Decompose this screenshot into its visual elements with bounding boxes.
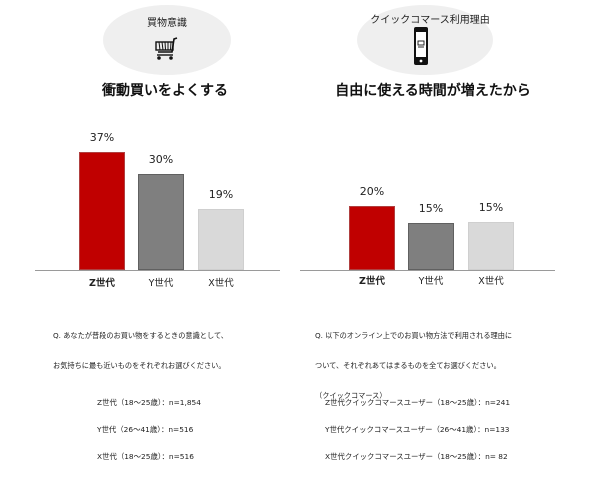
right-category-label: クイックコマース利用理由 [370,15,490,26]
right-bar-y [408,223,454,270]
left-icon-badge [103,5,231,75]
right-headline: 自由に使える時間が増えたから [335,83,531,99]
right-xlabel-x: X世代 [478,276,504,287]
left-xlabel-x: X世代 [208,278,234,289]
left-xlabel-y: Y世代 [148,278,174,289]
left-sample-sizes: Z世代（18～25歳）：n=1,854 Y世代（26～41歳）：n=516 X世… [97,398,201,461]
smartphone-cart-icon [414,27,428,65]
left-category-label: 買物意識 [147,18,187,29]
right-value-y: 15% [418,202,444,215]
right-xlabel-y: Y世代 [418,276,444,287]
left-question: Q. あなたが普段のお買い物をするときの意識として、 お気持ちに最も近いものをそ… [53,331,228,370]
left-headline: 衝動買いをよくする [102,83,228,99]
left-xlabel-z: Z世代 [89,278,115,289]
shopping-cart-icon [155,37,178,60]
left-bar-z [79,152,125,270]
right-sample-sizes: Z世代クイックコマースユーザー（18～25歳）：n=241 Y世代クイックコマー… [325,398,511,461]
right-bar-z [349,206,395,270]
right-value-x: 15% [478,201,504,214]
left-bar-y [138,174,184,270]
right-bar-x [468,222,514,270]
right-x-axis [300,270,555,271]
left-x-axis [35,270,280,271]
left-bar-x [198,209,244,270]
left-value-y: 30% [148,153,174,166]
right-xlabel-z: Z世代 [359,276,385,287]
left-value-z: 37% [89,131,115,144]
right-value-z: 20% [359,185,385,198]
left-value-x: 19% [208,188,234,201]
right-question: Q. 以下のオンライン上でのお買い物方法で利用される理由に ついて、それぞれあて… [315,331,513,400]
